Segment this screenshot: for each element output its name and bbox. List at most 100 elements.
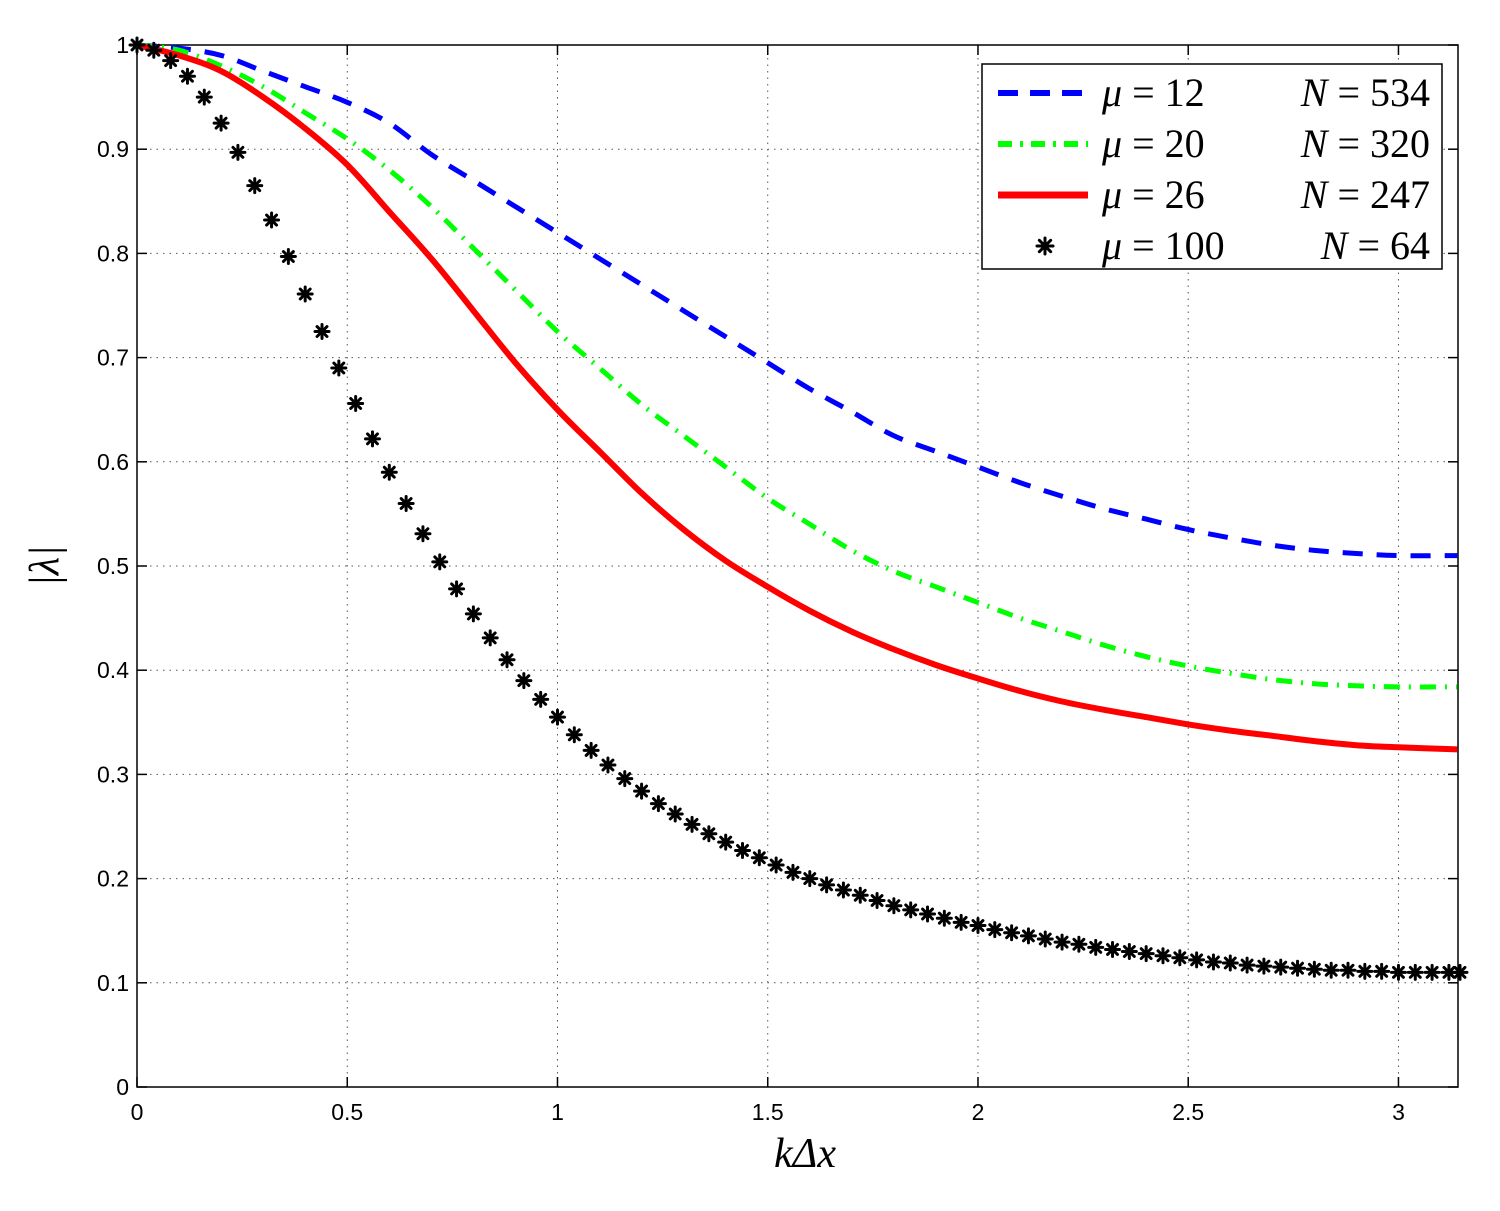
series-100-point — [935, 909, 953, 927]
series-100-point — [784, 863, 802, 881]
legend-n-label: N = 247 — [1300, 172, 1430, 217]
series-100-point — [532, 690, 550, 708]
y-tick-label: 0.8 — [97, 240, 129, 266]
series-100-point — [1423, 963, 1441, 981]
series-100-point — [1289, 959, 1307, 977]
series-100-point — [162, 52, 180, 70]
series-100-point — [397, 494, 415, 512]
series-100-point — [246, 177, 264, 195]
series-100-point — [1204, 953, 1222, 971]
series-100-point — [767, 856, 785, 874]
series-100-point — [1238, 956, 1256, 974]
series-100-point — [279, 248, 297, 266]
y-tick-label: 0.7 — [97, 345, 129, 371]
series-100-point — [296, 285, 314, 303]
legend-mu-label: μ = 12 — [1101, 70, 1205, 115]
y-axis-title: |λ| — [22, 545, 68, 586]
series-100-point — [178, 67, 196, 85]
legend-mu-label: μ = 100 — [1101, 223, 1225, 268]
series-100-point — [1255, 957, 1273, 975]
series-100-point — [1120, 943, 1138, 961]
series-100-point — [565, 726, 583, 744]
y-tick-label: 1 — [116, 32, 129, 58]
legend: μ = 12 N = 534 μ = 20 N = 320 μ = 26 N = 247 μ… — [981, 63, 1443, 270]
series-100-point — [1272, 958, 1290, 976]
legend-mu-label: μ = 26 — [1101, 172, 1205, 217]
series-100-point — [1036, 930, 1054, 948]
y-tick-label: 0.1 — [97, 970, 129, 996]
y-tick-label: 0 — [116, 1074, 129, 1100]
legend-marker-100 — [1035, 236, 1055, 256]
series-100-point — [1171, 949, 1189, 967]
series-100-point — [1137, 945, 1155, 963]
y-tick-label: 0.2 — [97, 866, 129, 892]
series-100-point — [1305, 960, 1323, 978]
series-100-point — [1221, 954, 1239, 972]
series-100-point — [313, 323, 331, 341]
series-100-point — [616, 770, 634, 788]
x-tick-label: 3 — [1392, 1099, 1405, 1125]
legend-n-label: N = 64 — [1320, 223, 1430, 268]
series-100-point — [414, 525, 432, 543]
series-100-point — [263, 211, 281, 229]
legend-n-label: N = 320 — [1300, 121, 1430, 166]
x-tick-label: 2 — [972, 1099, 985, 1125]
x-tick-label: 0 — [131, 1099, 144, 1125]
series-100-point — [1451, 963, 1469, 981]
series-100-point — [1188, 951, 1206, 969]
x-tick-label: 2.5 — [1172, 1099, 1204, 1125]
series-100-point — [582, 741, 600, 759]
series-100-point — [515, 672, 533, 690]
series-100-point — [1154, 947, 1172, 965]
series-100-point — [548, 708, 566, 726]
series-100-point — [1087, 938, 1105, 956]
series-100-point — [1356, 962, 1374, 980]
series-100-point — [1322, 961, 1340, 979]
series-100-point — [1389, 963, 1407, 981]
series-100-point — [683, 815, 701, 833]
x-axis-title: kΔx — [774, 1131, 836, 1177]
series-100-point — [1003, 924, 1021, 942]
legend-n-label: N = 534 — [1300, 70, 1430, 115]
series-100-point — [700, 825, 718, 843]
series-100-point — [212, 114, 230, 132]
series-100-point — [1406, 963, 1424, 981]
series-100-point — [1373, 962, 1391, 980]
series-100-point — [448, 580, 466, 598]
series-100-point — [834, 881, 852, 899]
series-100-point — [431, 553, 449, 571]
series-100-point — [818, 876, 836, 894]
series-100-point — [380, 463, 398, 481]
y-tick-label: 0.6 — [97, 449, 129, 475]
x-tick-label: 0.5 — [331, 1099, 363, 1125]
legend-mu-label: μ = 20 — [1101, 121, 1205, 166]
series-100-point — [633, 782, 651, 800]
series-100-point — [229, 143, 247, 161]
series-100-point — [1104, 940, 1122, 958]
series-100-point — [851, 886, 869, 904]
y-tick-label: 0.9 — [97, 136, 129, 162]
series-100-point — [330, 359, 348, 377]
series-100-point — [649, 795, 667, 813]
grid — [137, 45, 1458, 1087]
series-100-point — [128, 36, 146, 54]
series-12-line — [136, 42, 1458, 559]
y-tick-label: 0.3 — [97, 761, 129, 787]
series-100-point — [481, 629, 499, 647]
series-100-point — [986, 921, 1004, 939]
ticks: 0 0.5 1 1.5 2 2.5 3 0 0.1 0.2 0.3 0.4 0.5 0.6 0.7 0.8 0.… — [97, 32, 1458, 1125]
series-100-point — [498, 651, 516, 669]
series-100-point — [1019, 927, 1037, 945]
y-tick-label: 0.4 — [97, 657, 129, 683]
series-100-point — [801, 870, 819, 888]
series-100-point — [868, 891, 886, 909]
series-100-point — [347, 394, 365, 412]
series-100-point — [464, 605, 482, 623]
series-100-point — [885, 897, 903, 915]
series-100-point — [195, 88, 213, 106]
series-100-point — [919, 905, 937, 923]
series-100-point — [952, 913, 970, 931]
series-26-line — [136, 42, 1458, 753]
series-100-point — [1053, 933, 1071, 951]
